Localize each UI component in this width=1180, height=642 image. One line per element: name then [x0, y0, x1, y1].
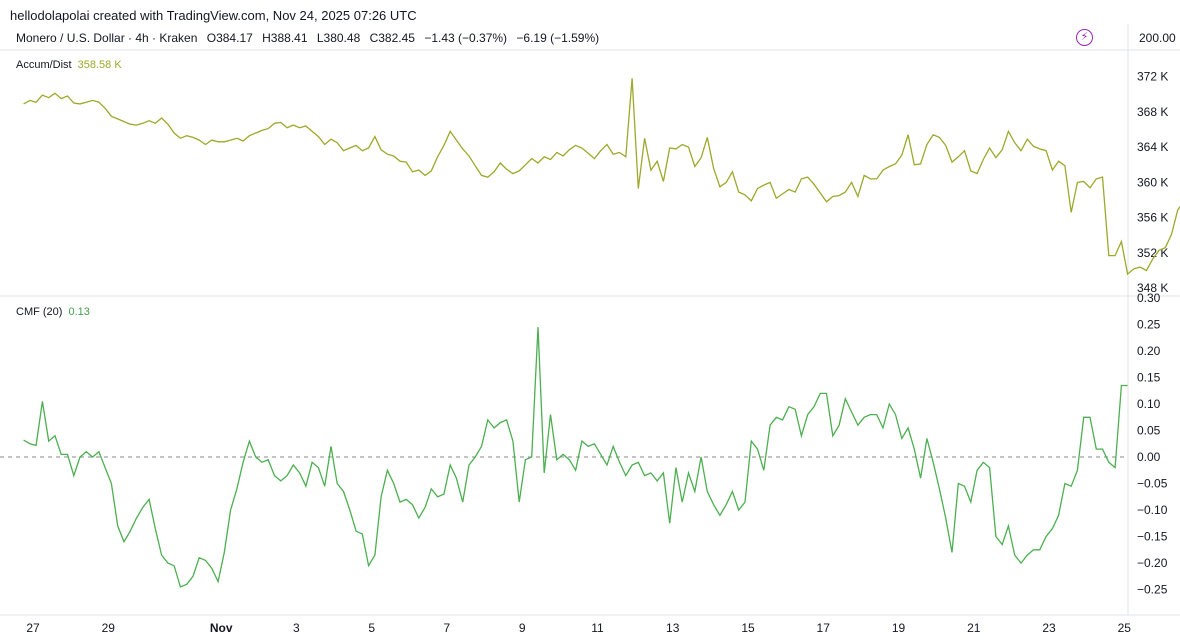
symbol-legend: Monero / U.S. Dollar · 4h · Kraken O384.…	[16, 31, 605, 45]
time-tick-label: 7	[444, 621, 451, 635]
lightning-icon[interactable]: ⚡	[1076, 29, 1093, 46]
cmf-tick-label: −0.20	[1137, 556, 1168, 570]
cmf-axis: 0.30 0.25 0.20 0.15 0.10 0.05 0.00 −0.05 −0.10 −0…	[1137, 291, 1168, 597]
accum-dist-name: Accum/Dist	[16, 59, 72, 71]
cmf-tick-label: 0.00	[1137, 450, 1161, 464]
change-value: −1.43 (−0.37%)	[424, 31, 508, 45]
time-tick-label: 29	[102, 621, 116, 635]
accum-dist-tick-label: 372 K	[1137, 70, 1168, 84]
cmf-tick-label: 0.25	[1137, 318, 1161, 332]
low-value: L380.48	[316, 31, 361, 45]
cmf-tick-label: 0.20	[1137, 344, 1161, 358]
time-tick-label: 9	[519, 621, 526, 635]
cmf-legend[interactable]: CMF (20) 0.13	[16, 306, 90, 318]
accum-dist-tick-label: 360 K	[1137, 175, 1168, 189]
time-tick-label: 17	[817, 621, 831, 635]
close-value: C382.45	[369, 31, 415, 45]
time-tick-label: 27	[26, 621, 40, 635]
cmf-tick-label: −0.10	[1137, 503, 1168, 517]
time-tick-label: Nov	[210, 621, 233, 635]
time-tick-label: 19	[892, 621, 906, 635]
cmf-value: 0.13	[68, 306, 90, 318]
time-tick-label: 11	[591, 621, 604, 635]
time-tick-label: 25	[1118, 621, 1132, 635]
accum-dist-value: 358.58 K	[77, 59, 122, 71]
high-value: H388.41	[262, 31, 308, 45]
time-tick-label: 23	[1042, 621, 1056, 635]
accum-dist-tick-label: 368 K	[1137, 105, 1168, 119]
cmf-tick-label: 0.30	[1137, 291, 1161, 305]
time-axis: 27 29 Nov 3 5 7 9 11 13 15 17 19 21 23 25	[26, 621, 1131, 635]
cmf-name: CMF (20)	[16, 306, 63, 318]
accum-dist-tick-label: 348 K	[1137, 281, 1168, 295]
time-tick-label: 13	[666, 621, 680, 635]
cmf-tick-label: 0.15	[1137, 371, 1161, 385]
cmf-tick-label: −0.25	[1137, 583, 1168, 597]
change2-value: −6.19 (−1.59%)	[516, 31, 600, 45]
time-tick-label: 3	[293, 621, 300, 635]
top-scale-value: 200.00	[1139, 31, 1176, 45]
cmf-tick-label: −0.05	[1137, 477, 1168, 491]
open-value: O384.17	[206, 31, 253, 45]
cmf-tick-label: 0.10	[1137, 397, 1161, 411]
time-tick-label: 21	[967, 621, 981, 635]
accum-dist-series-line	[23, 78, 1180, 276]
cmf-series-line	[23, 327, 1128, 588]
accum-dist-legend[interactable]: Accum/Dist 358.58 K	[16, 59, 122, 71]
symbol-name[interactable]: Monero / U.S. Dollar · 4h · Kraken	[16, 31, 198, 45]
watermark-text: hellodolapolai created with TradingView.…	[10, 8, 417, 23]
cmf-tick-label: 0.05	[1137, 424, 1161, 438]
time-tick-label: 5	[368, 621, 375, 635]
accum-dist-tick-label: 364 K	[1137, 140, 1168, 154]
accum-dist-tick-label: 356 K	[1137, 211, 1168, 225]
cmf-tick-label: −0.15	[1137, 530, 1168, 544]
time-tick-label: 15	[741, 621, 755, 635]
